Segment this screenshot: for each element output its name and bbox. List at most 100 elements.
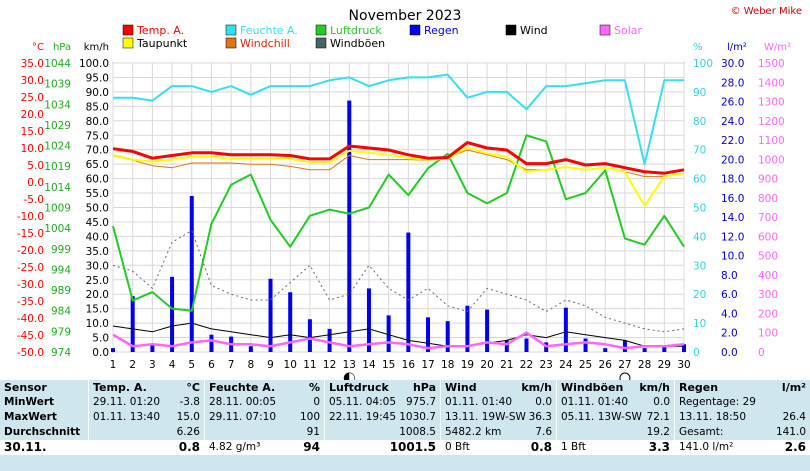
pressure-tick-label: 979	[51, 326, 71, 338]
rain-tick-label: 10.0	[721, 251, 744, 263]
rain-bar	[111, 348, 115, 352]
stats-header-gust: Windböen km/h	[556, 380, 674, 395]
rain-axis-unit: l/m²	[727, 42, 747, 53]
axis-labels: °C35.030.025.020.015.010.05.00.0-5.0-10.…	[17, 42, 791, 380]
stats-last-wind: 0 Bft 0.8	[440, 440, 556, 455]
rain-bar	[504, 340, 509, 352]
wind-tick-label: 85.0	[86, 101, 109, 113]
x-tick-label: 30	[677, 359, 690, 371]
stats-avg-wind: 5482.2 km 7.6	[440, 425, 556, 440]
rain-tick-label: 18.0	[721, 174, 744, 186]
rain-tick-label: 2.0	[721, 328, 738, 340]
rain-bar	[170, 276, 175, 352]
rain-bar	[406, 232, 411, 352]
wind-tick-label: 45.0	[86, 217, 109, 229]
stats-min-humidity: 28.11. 00:05 0	[204, 395, 324, 410]
wind-tick-label: 10.0	[86, 318, 109, 330]
solar-tick-label: 400	[758, 270, 778, 282]
wind-tick-label: 95.0	[86, 72, 109, 84]
plot-area	[111, 62, 686, 353]
solar-tick-label: 200	[758, 308, 778, 320]
solar-tick-label: 600	[758, 231, 778, 243]
x-tick-label: 29	[658, 359, 671, 371]
wind-axis-unit: km/h	[84, 42, 109, 53]
stats-header-wind: Wind km/h	[440, 380, 556, 395]
legend-swatch	[122, 24, 134, 36]
stats-last-label: 30.11.	[0, 440, 88, 455]
solar-tick-label: 1400	[758, 77, 785, 89]
rain-tick-label: 22.0	[721, 135, 744, 147]
solar-tick-label: 900	[758, 174, 778, 186]
x-tick-label: 7	[228, 359, 235, 371]
humidity-tick-label: 20	[693, 289, 706, 301]
legend-label: Windböen	[330, 37, 385, 50]
stats-last-temp: 0.8	[88, 440, 204, 455]
solar-tick-label: 1500	[758, 58, 785, 70]
wind-tick-label: 100.0	[79, 58, 109, 70]
x-tick-label: 14	[362, 359, 376, 371]
pressure-tick-label: 1044	[44, 58, 71, 70]
x-tick-label: 25	[579, 359, 592, 371]
rain-tick-label: 26.0	[721, 97, 744, 109]
humidity-tick-label: 100	[693, 58, 713, 70]
solar-tick-label: 1000	[758, 154, 785, 166]
rain-bar	[209, 334, 214, 352]
full-moon-icon	[619, 372, 631, 380]
weather-chart: November 2023 © Weber Mike Temp. A. Feuch…	[17, 6, 802, 380]
legend-swatch	[225, 24, 237, 36]
temp-tick-label: -50.0	[17, 347, 44, 359]
temp-tick-label: -20.0	[17, 245, 44, 257]
rain-bar	[445, 321, 450, 352]
temp-tick-label: 0.0	[27, 177, 44, 189]
temp-tick-label: -25.0	[17, 262, 44, 274]
stats-avg-rain: Gesamt: 141.0	[674, 425, 810, 440]
solar-tick-label: 500	[758, 251, 778, 263]
stats-min-temp: 29.11. 01:20 -3.8	[88, 395, 204, 410]
wind-tick-label: 90.0	[86, 87, 109, 99]
wind-tick-label: 55.0	[86, 188, 109, 200]
legend-swatch	[315, 24, 327, 36]
rain-bar	[642, 348, 647, 352]
chart-title: November 2023	[349, 8, 462, 24]
wind-tick-label: 25.0	[86, 275, 109, 287]
solar-axis-unit: W/m²	[764, 42, 791, 53]
solar-tick-label: 700	[758, 212, 778, 224]
legend-swatch	[225, 37, 237, 49]
moon-phase-half	[349, 373, 355, 380]
legend-label: Temp. A.	[136, 24, 184, 37]
x-tick-label: 18	[441, 359, 454, 371]
rain-tick-label: 14.0	[721, 212, 744, 224]
humidity-tick-label: 30	[693, 260, 706, 272]
humidity-axis-unit: %	[693, 42, 703, 53]
x-tick-label: 2	[129, 359, 136, 371]
temp-tick-label: 25.0	[21, 92, 44, 104]
rain-tick-label: 24.0	[721, 116, 744, 128]
stats-header-sensor: Sensor	[4, 381, 47, 394]
legend-swatch	[505, 24, 517, 36]
wind-tick-label: 20.0	[86, 289, 109, 301]
rain-bar	[327, 328, 332, 352]
legend-label: Luftdruck	[330, 24, 382, 37]
temp-tick-label: 20.0	[21, 109, 44, 121]
rain-tick-label: 20.0	[721, 154, 744, 166]
stats-header-pressure: Luftdruck hPa	[324, 380, 440, 395]
stats-last-gust: 1 Bft 3.3	[556, 440, 674, 455]
humidity-tick-label: 60	[693, 174, 706, 186]
solar-tick-label: 800	[758, 193, 778, 205]
wind-tick-label: 60.0	[86, 174, 109, 186]
stats-min-gust: 01.11. 01:40 0.0	[556, 395, 674, 410]
wind-tick-label: 15.0	[86, 304, 109, 316]
x-tick-label: 26	[599, 359, 613, 371]
temp-tick-label: 30.0	[21, 75, 44, 87]
stats-avg-pressure: 1008.5	[324, 425, 440, 440]
rain-bar	[583, 338, 588, 352]
series-line-taupunkt	[112, 146, 685, 207]
stats-avg-temp: 6.26	[88, 425, 204, 440]
temp-axis-unit: °C	[32, 42, 44, 53]
temp-tick-label: 5.0	[27, 160, 44, 172]
wind-tick-label: 65.0	[86, 159, 109, 171]
stats-max-temp: 01.11. 13:40 15.0	[88, 410, 204, 425]
humidity-tick-label: 80	[693, 116, 706, 128]
legend-swatch	[409, 24, 421, 36]
stats-max-humidity: 29.11. 07:10 100	[204, 410, 324, 425]
